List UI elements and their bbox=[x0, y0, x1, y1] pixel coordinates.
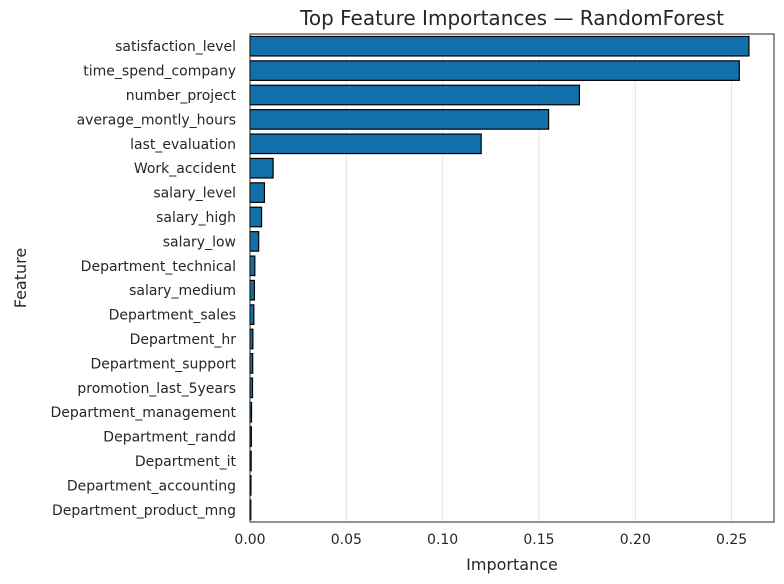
x-tick-label: 0.15 bbox=[523, 532, 554, 548]
y-tick-label: last_evaluation bbox=[130, 137, 236, 153]
x-tick-label: 0.05 bbox=[331, 532, 362, 548]
bar-Work_accident bbox=[249, 157, 274, 179]
chart-title: Top Feature Importances — RandomForest bbox=[299, 6, 724, 30]
y-tick-label: Department_technical bbox=[81, 259, 236, 275]
y-tick-label: Department_product_mng bbox=[52, 503, 236, 519]
y-tick-label: time_spend_company bbox=[83, 64, 236, 80]
bars bbox=[249, 35, 750, 521]
y-tick-label: satisfaction_level bbox=[115, 39, 236, 55]
bar-salary_high bbox=[249, 206, 263, 228]
y-tick-label: number_project bbox=[126, 88, 237, 104]
bar-Department_technical bbox=[249, 255, 256, 277]
y-tick-label: Department_randd bbox=[103, 430, 236, 446]
y-tick-label: Department_accounting bbox=[67, 478, 236, 494]
bar-salary_low bbox=[249, 231, 260, 252]
y-tick-label: Work_accident bbox=[134, 161, 237, 177]
y-axis-title: Feature bbox=[11, 248, 30, 308]
bar-time_spend_company bbox=[249, 60, 740, 81]
y-tick-label: Department_it bbox=[135, 454, 237, 470]
y-tick-label: salary_level bbox=[153, 186, 236, 202]
x-tick-label: 0.10 bbox=[427, 532, 458, 548]
bar-number_project bbox=[249, 84, 581, 106]
plot-frame bbox=[249, 33, 775, 523]
y-tick-label: salary_high bbox=[156, 210, 236, 226]
bar-average_montly_hours bbox=[249, 109, 550, 130]
x-axis-title: Importance bbox=[466, 555, 558, 574]
y-tick-label: salary_medium bbox=[129, 283, 236, 299]
y-tick-labels: satisfaction_level time_spend_companynumb… bbox=[51, 39, 237, 519]
y-tick-label: promotion_last_5years bbox=[77, 381, 236, 397]
y-tick-label: average_montly_hours bbox=[77, 112, 236, 128]
bar-satisfaction_level bbox=[249, 35, 750, 57]
bar-salary_level bbox=[249, 182, 266, 203]
bar-last_evaluation bbox=[249, 133, 482, 155]
y-tick-label: salary_low bbox=[163, 234, 236, 250]
gridlines bbox=[249, 34, 733, 522]
y-tick-label: Department_management bbox=[51, 405, 237, 421]
bar-Department_sales bbox=[249, 304, 255, 325]
y-tick-label: Department_hr bbox=[130, 332, 237, 348]
y-tick-label: Department_sales bbox=[109, 308, 236, 324]
x-tick-label: 0.00 bbox=[234, 532, 265, 548]
x-tick-labels: 0.00 0.05 0.10 0.15 0.20 0.25 bbox=[234, 532, 747, 548]
x-tick-label: 0.20 bbox=[620, 532, 651, 548]
y-tick-label: Department_support bbox=[91, 356, 237, 372]
bar-salary_medium bbox=[249, 279, 256, 301]
x-tick-label: 0.25 bbox=[716, 532, 747, 548]
